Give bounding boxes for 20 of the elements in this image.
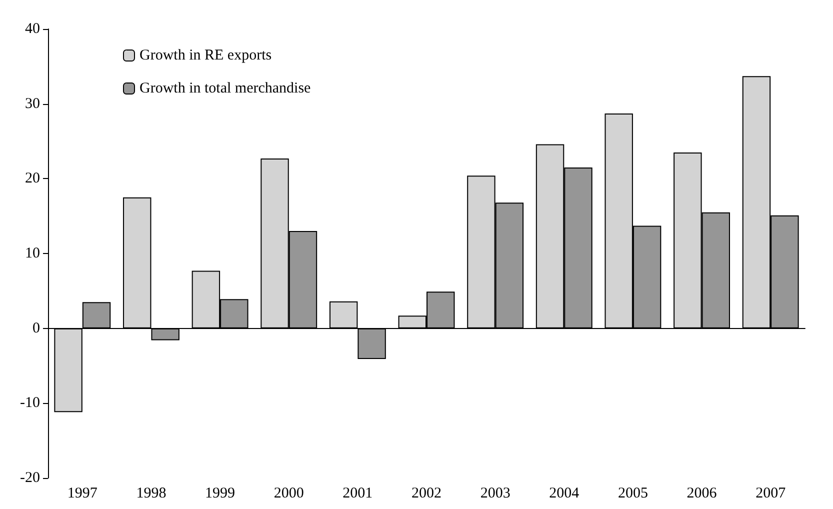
y-tick-label: 0 [32, 320, 40, 336]
x-tick-label: 1997 [67, 486, 98, 502]
x-tick-label: 2004 [549, 486, 580, 502]
y-tick-label: -10 [20, 395, 40, 412]
y-tick-label: 10 [25, 246, 40, 262]
x-tick-label: 2005 [618, 486, 648, 502]
x-tick-label: 2001 [342, 486, 373, 502]
x-tick-label: 2002 [412, 486, 442, 502]
x-tick-label: 1999 [205, 486, 236, 502]
legend-label: Growth in RE exports [140, 48, 272, 64]
legend-label: Growth in total merchandise [140, 80, 312, 96]
y-tick-label: -20 [20, 470, 40, 486]
x-tick-label: 2006 [686, 486, 718, 502]
x-tick-label: 2000 [274, 486, 304, 502]
y-tick-label: 40 [25, 21, 40, 37]
y-tick-label: 20 [25, 170, 40, 187]
x-tick-label: 1998 [136, 486, 166, 502]
y-tick-label: 30 [25, 96, 40, 112]
x-tick-label: 2007 [756, 486, 786, 502]
x-tick-label: 2003 [480, 486, 510, 502]
